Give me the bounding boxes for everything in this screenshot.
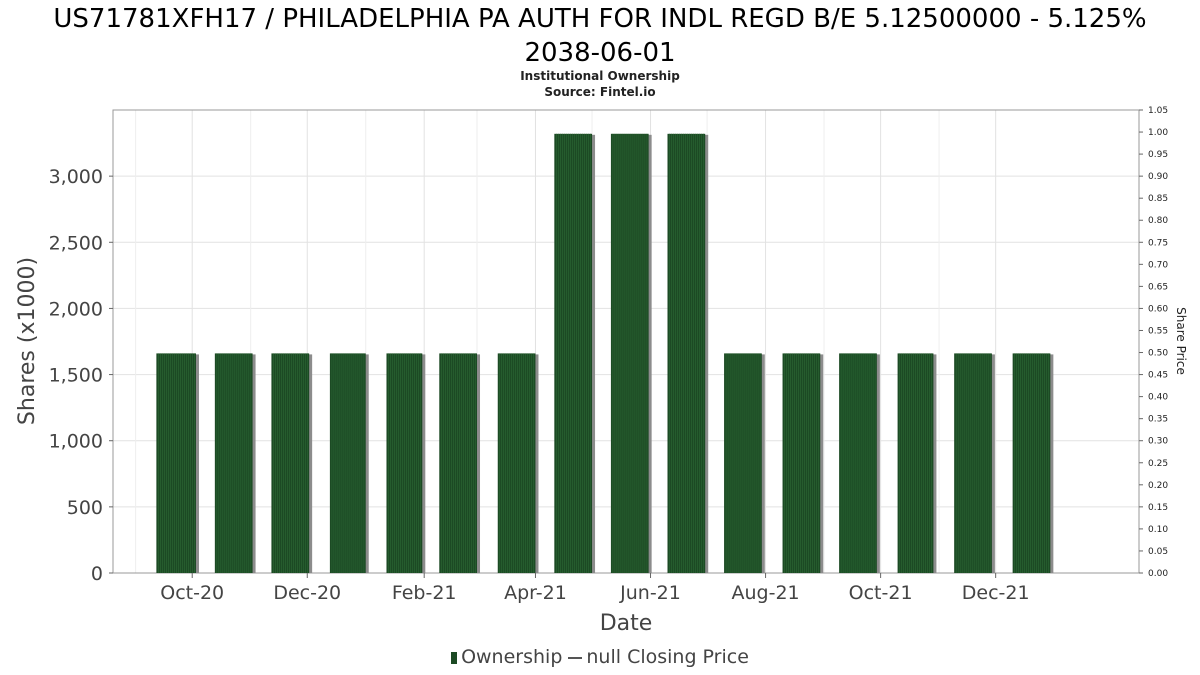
y-tick-label: 1,500 xyxy=(49,365,103,387)
y-tick-label: 0 xyxy=(91,563,103,585)
y-tick-label: 2,000 xyxy=(49,298,103,320)
legend: Ownership null Closing Price xyxy=(0,646,1200,668)
y-tick-label: 1,000 xyxy=(49,431,103,453)
chart-subtitle: Institutional Ownership Source: Fintel.i… xyxy=(0,68,1200,100)
y2-tick-label: 0.30 xyxy=(1148,437,1168,447)
legend-closing-price-label: null Closing Price xyxy=(586,646,749,668)
x-tick-label: Feb-21 xyxy=(392,582,457,604)
y2-tick-label: 0.85 xyxy=(1148,194,1168,204)
y2-tick-label: 0.50 xyxy=(1148,349,1168,359)
y2-tick-label: 0.70 xyxy=(1148,260,1168,270)
bars-group xyxy=(156,133,1054,573)
y2-tick-label: 0.65 xyxy=(1148,282,1168,292)
y2-tick-label: 0.90 xyxy=(1148,172,1168,182)
chart-title: US71781XFH17 / PHILADELPHIA PA AUTH FOR … xyxy=(0,2,1200,70)
x-tick-label: Dec-21 xyxy=(962,582,1030,604)
y2-tick-label: 0.35 xyxy=(1148,415,1168,425)
y-tick-label: 3,000 xyxy=(49,166,103,188)
x-axis: Oct-20 Dec-20 Feb-21 Apr-21 Jun-21 Aug-21 Oct-… xyxy=(160,573,1030,604)
y2-tick-label: 0.60 xyxy=(1148,304,1168,314)
x-tick-label: Dec-20 xyxy=(273,582,341,604)
y2-axis-title: Share Price xyxy=(1174,307,1188,375)
x-tick-label: Oct-21 xyxy=(849,582,913,604)
subtitle-ownership: Institutional Ownership xyxy=(520,69,680,83)
chart-title-line-1: US71781XFH17 / PHILADELPHIA PA AUTH FOR … xyxy=(53,4,1147,34)
y2-tick-label: 0.75 xyxy=(1148,238,1168,248)
y2-tick-label: 0.45 xyxy=(1148,371,1168,381)
x-tick-label: Aug-21 xyxy=(731,582,799,604)
y-axis-title: Shares (x1000) xyxy=(15,257,40,425)
y2-tick-label: 0.10 xyxy=(1148,525,1168,535)
x-tick-label: Oct-20 xyxy=(160,582,224,604)
chart-title-line-2: 2038-06-01 xyxy=(524,38,676,68)
y-tick-label: 500 xyxy=(67,497,103,519)
x-axis-title: Date xyxy=(600,611,653,636)
y-axis-left: 0 500 1,000 1,500 2,000 2,500 3,000 xyxy=(49,166,113,585)
subtitle-source: Source: Fintel.io xyxy=(544,85,656,99)
y2-tick-label: 0.95 xyxy=(1148,150,1168,160)
y2-tick-label: 1.05 xyxy=(1148,106,1168,116)
y2-tick-label: 0.25 xyxy=(1148,459,1168,469)
y-tick-label: 2,500 xyxy=(49,232,103,254)
y2-tick-label: 0.40 xyxy=(1148,393,1168,403)
y2-tick-label: 0.05 xyxy=(1148,547,1168,557)
y2-tick-label: 0.00 xyxy=(1148,569,1168,579)
y2-tick-label: 1.00 xyxy=(1148,128,1168,138)
x-tick-label: Jun-21 xyxy=(619,582,681,604)
legend-ownership-label: Ownership xyxy=(461,646,563,668)
closing-price-legend-line xyxy=(568,656,583,659)
y2-tick-label: 0.15 xyxy=(1148,503,1168,513)
y2-tick-label: 0.20 xyxy=(1148,481,1168,491)
y-axis-right: 0.00 0.05 0.10 0.15 0.20 0.25 0.30 0.35 0.40 0.45… xyxy=(1139,106,1168,579)
x-tick-label: Apr-21 xyxy=(504,582,567,604)
y2-tick-label: 0.80 xyxy=(1148,216,1168,226)
ownership-legend-swatch xyxy=(451,651,458,664)
y2-tick-label: 0.55 xyxy=(1148,326,1168,336)
